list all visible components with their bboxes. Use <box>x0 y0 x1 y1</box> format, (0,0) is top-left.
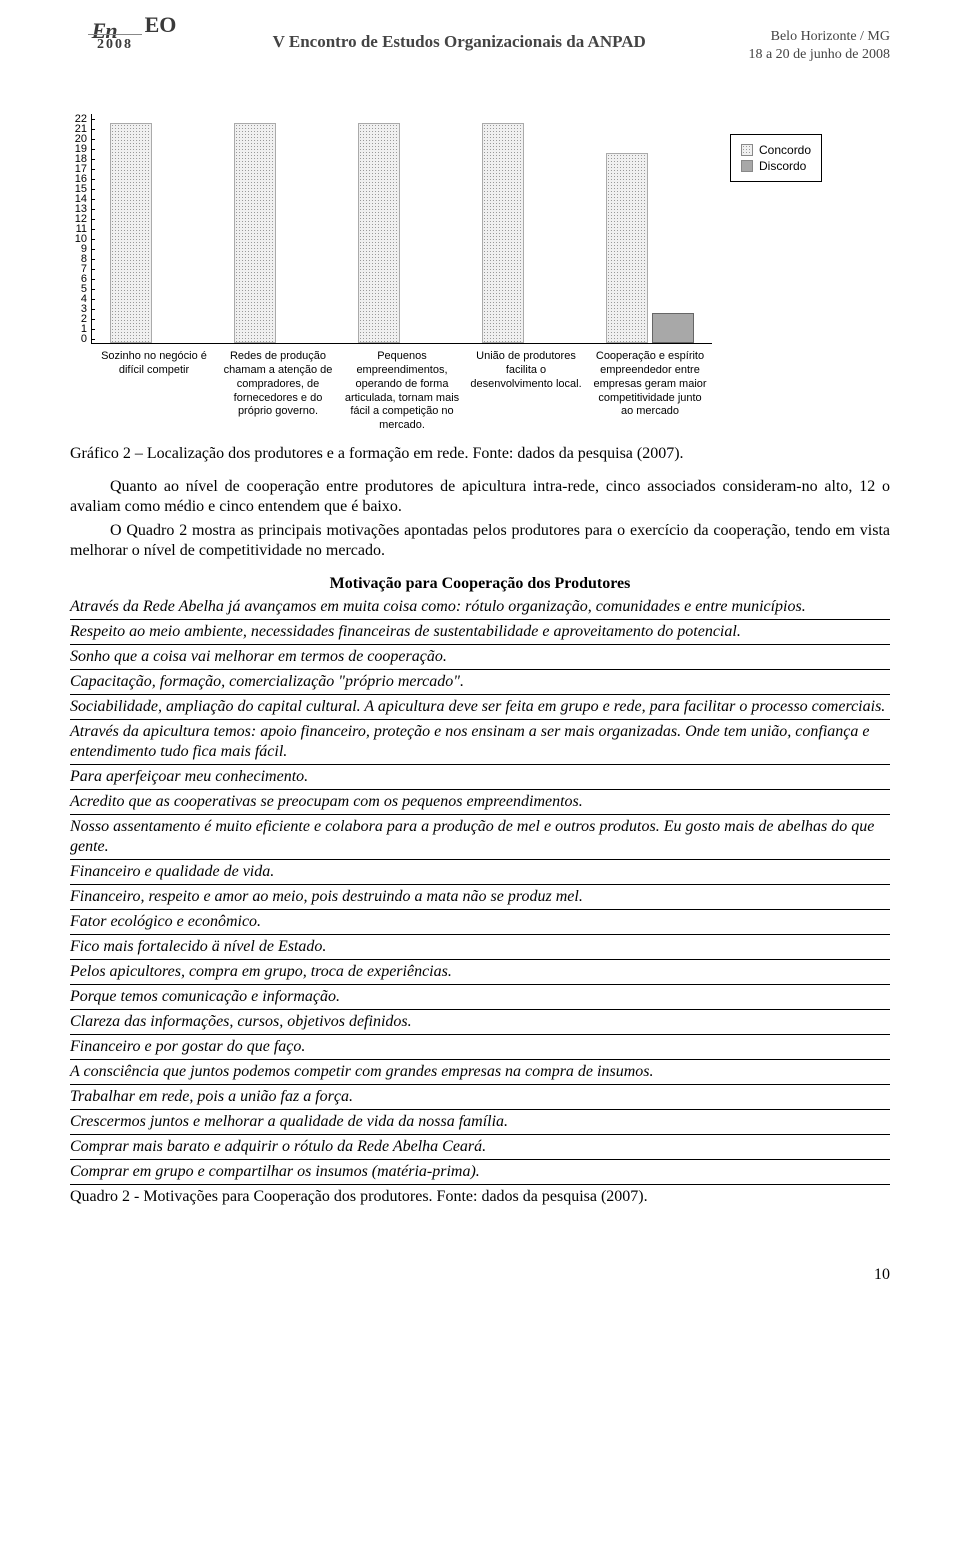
paragraph-2: O Quadro 2 mostra as principais motivaçõ… <box>70 521 890 561</box>
motivation-item: Através da apicultura temos: apoio finan… <box>70 720 890 765</box>
motivation-item: Respeito ao meio ambiente, necessidades … <box>70 620 890 645</box>
logo-eo: EO <box>145 12 177 37</box>
motivation-item: Clareza das informações, cursos, objetiv… <box>70 1010 890 1035</box>
bar-concordo <box>110 123 152 343</box>
y-tick: 22 <box>75 114 91 124</box>
y-tick: 20 <box>75 134 91 144</box>
logo-year: 2008 <box>88 34 142 53</box>
y-tick: 4 <box>81 294 91 304</box>
motivation-item: Porque temos comunicação e informação. <box>70 985 890 1010</box>
motivation-item: Sociabilidade, ampliação do capital cult… <box>70 695 890 720</box>
header-location: Belo Horizonte / MG <box>748 28 890 46</box>
legend-label-discordo: Discordo <box>759 159 806 173</box>
x-axis-label: Redes de produção chamam a atenção de co… <box>216 344 340 433</box>
motivation-item: Financeiro, respeito e amor ao meio, poi… <box>70 885 890 910</box>
motivation-item: Nosso assentamento é muito eficiente e c… <box>70 815 890 860</box>
y-tick: 17 <box>75 164 91 174</box>
motivation-item: Financeiro e qualidade de vida. <box>70 860 890 885</box>
y-tick: 11 <box>76 224 91 234</box>
motivation-item: Sonho que a coisa vai melhorar em termos… <box>70 645 890 670</box>
x-axis-labels: Sozinho no negócio é difícil competirRed… <box>92 344 712 433</box>
legend-discordo: Discordo <box>741 159 811 173</box>
table-caption: Quadro 2 - Motivações para Cooperação do… <box>70 1185 890 1206</box>
paragraph-1: Quanto ao nível de cooperação entre prod… <box>70 477 890 517</box>
motivation-item: Fico mais fortalecido ä nível de Estado. <box>70 935 890 960</box>
chart: 012345678910111213141516171819202122 Soz… <box>70 114 890 433</box>
y-tick: 18 <box>75 154 91 164</box>
motivation-item: Trabalhar em rede, pois a união faz a fo… <box>70 1085 890 1110</box>
y-tick: 15 <box>75 184 91 194</box>
chart-left: 012345678910111213141516171819202122 Soz… <box>70 114 712 433</box>
bar-concordo <box>234 123 276 343</box>
y-tick: 19 <box>75 144 91 154</box>
y-axis: 012345678910111213141516171819202122 <box>70 114 92 344</box>
y-tick: 5 <box>81 284 91 294</box>
x-axis-label: Pequenos empreendimentos, operando de fo… <box>340 344 464 433</box>
motivation-item: Fator ecológico e econômico. <box>70 910 890 935</box>
logo: EnEO 2008 <box>70 18 170 63</box>
motivation-item: Pelos apicultores, compra em grupo, troc… <box>70 960 890 985</box>
content: 012345678910111213141516171819202122 Soz… <box>0 74 960 1236</box>
motivation-item: Financeiro e por gostar do que faço. <box>70 1035 890 1060</box>
chart-plot <box>92 114 712 344</box>
y-tick: 21 <box>75 124 91 134</box>
y-tick: 1 <box>81 324 91 334</box>
table-title: Motivação para Cooperação dos Produtores <box>70 575 890 593</box>
y-tick: 0 <box>81 334 91 344</box>
x-axis-label: Sozinho no negócio é difícil competir <box>92 344 216 433</box>
x-axis-label: União de produtores facilita o desenvolv… <box>464 344 588 433</box>
page-number: 10 <box>0 1236 960 1304</box>
x-axis-label: Cooperação e espírito empreendedor entre… <box>588 344 712 433</box>
motivation-item: Comprar em grupo e compartilhar os insum… <box>70 1160 890 1185</box>
bar-concordo <box>358 123 400 343</box>
y-tick: 8 <box>81 254 91 264</box>
bar-concordo <box>482 123 524 343</box>
y-tick: 12 <box>75 214 91 224</box>
y-tick: 6 <box>81 274 91 284</box>
y-tick: 13 <box>75 204 91 214</box>
y-tick: 14 <box>75 194 91 204</box>
header-right: Belo Horizonte / MG 18 a 20 de junho de … <box>748 18 890 64</box>
y-tick: 10 <box>75 234 91 244</box>
motivation-item: Capacitação, formação, comercialização "… <box>70 670 890 695</box>
header-title: V Encontro de Estudos Organizacionais da… <box>273 32 646 51</box>
bar-concordo <box>606 153 648 343</box>
motivation-item: A consciência que juntos podemos competi… <box>70 1060 890 1085</box>
header-center: V Encontro de Estudos Organizacionais da… <box>170 18 748 52</box>
y-tick: 3 <box>81 304 91 314</box>
y-tick: 16 <box>75 174 91 184</box>
motivation-item: Para aperfeiçoar meu conhecimento. <box>70 765 890 790</box>
legend-swatch-discordo <box>741 160 753 172</box>
motivation-item: Crescermos juntos e melhorar a qualidade… <box>70 1110 890 1135</box>
chart-legend: Concordo Discordo <box>730 134 822 182</box>
y-tick: 9 <box>81 244 91 254</box>
motivation-list: Através da Rede Abelha já avançamos em m… <box>70 595 890 1185</box>
page-header: EnEO 2008 V Encontro de Estudos Organiza… <box>0 0 960 74</box>
motivation-item: Através da Rede Abelha já avançamos em m… <box>70 595 890 620</box>
header-dates: 18 a 20 de junho de 2008 <box>748 46 890 64</box>
legend-label-concordo: Concordo <box>759 143 811 157</box>
y-tick: 2 <box>81 314 91 324</box>
bar-discordo <box>652 313 694 343</box>
legend-concordo: Concordo <box>741 143 811 157</box>
motivation-item: Comprar mais barato e adquirir o rótulo … <box>70 1135 890 1160</box>
chart-caption: Gráfico 2 – Localização dos produtores e… <box>70 445 890 463</box>
motivation-item: Acredito que as cooperativas se preocupa… <box>70 790 890 815</box>
legend-swatch-concordo <box>741 144 753 156</box>
y-tick: 7 <box>81 264 91 274</box>
